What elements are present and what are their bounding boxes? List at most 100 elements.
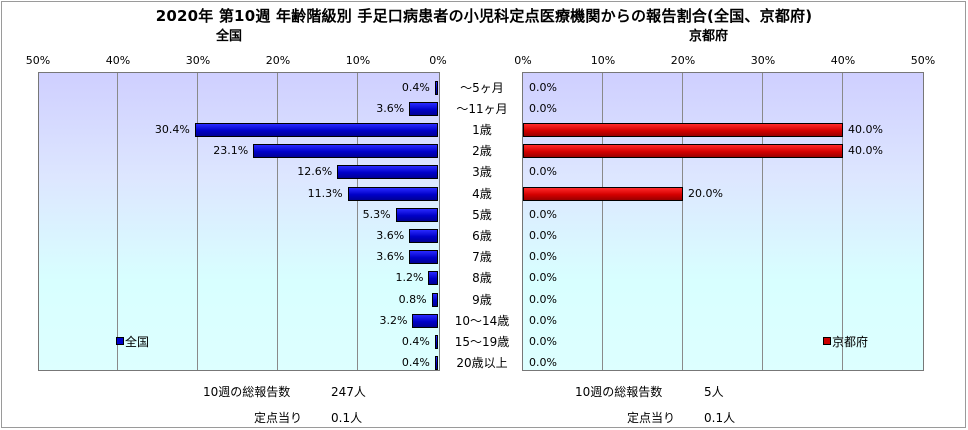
data-label-zenkoku: 11.3% [307,186,343,200]
data-label-zenkoku: 3.6% [376,250,405,264]
bar-zenkoku [431,292,438,307]
data-label-kyoto: 0.0% [529,271,557,285]
category-label: 1歳 [472,122,492,137]
legend-swatch-kyoto [823,337,831,345]
data-label-kyoto: 0.0% [529,356,557,370]
data-label-zenkoku: 3.2% [379,313,408,327]
gridline-kyoto [682,73,683,370]
bar-zenkoku [434,80,438,95]
data-label-kyoto: 0.0% [529,101,557,115]
legend-zenkoku: 全国 [116,335,149,349]
panel-title-zenkoku: 全国 [216,29,243,44]
legend-kyoto: 京都府 [823,335,868,349]
data-label-zenkoku: 0.4% [401,356,430,370]
tick-label-zenkoku: 30% [185,54,211,67]
panel-title-kyoto: 京都府 [689,29,729,44]
bar-zenkoku [409,101,438,116]
data-label-kyoto: 0.0% [529,165,557,179]
category-label: 20歳以上 [456,356,508,371]
data-label-zenkoku: 0.4% [401,334,430,348]
tick-label-zenkoku: 10% [345,54,371,67]
total-reports-label-kyoto: 10週の総報告数 [575,385,663,399]
total-reports-value-kyoto: 5人 [704,385,724,399]
data-label-kyoto: 0.0% [529,207,557,221]
data-label-kyoto: 0.0% [529,80,557,94]
legend-label-kyoto: 京都府 [832,335,869,349]
legend-label-zenkoku: 全国 [125,335,150,349]
category-label: 15～19歳 [454,334,510,349]
data-label-zenkoku: 3.6% [376,101,405,115]
tick-label-kyoto: 0% [514,54,532,67]
gridline-zenkoku [117,73,118,370]
plot-area-kyoto [522,72,924,371]
tick-label-zenkoku: 20% [265,54,291,67]
gridline-kyoto [762,73,763,370]
per-point-label-kyoto: 定点当り [627,411,676,425]
data-label-kyoto: 0.0% [529,228,557,242]
bar-zenkoku [434,334,438,349]
category-label: 10～14歳 [454,313,510,328]
gridline-kyoto [842,73,843,370]
bar-zenkoku [434,356,438,371]
bar-zenkoku [412,313,438,328]
per-point-label-zenkoku: 定点当り [254,411,303,425]
data-label-zenkoku: 1.2% [395,271,424,285]
bar-zenkoku [409,228,438,243]
data-label-kyoto: 0.0% [529,292,557,306]
bar-zenkoku [253,144,438,159]
data-label-kyoto: 0.0% [529,313,557,327]
data-label-zenkoku: 0.8% [398,292,427,306]
tick-label-kyoto: 20% [670,54,696,67]
category-label: 3歳 [472,165,492,180]
per-point-value-kyoto: 0.1人 [704,411,736,425]
data-label-zenkoku: 5.3% [362,207,391,221]
data-label-zenkoku: 23.1% [213,144,249,158]
total-reports-value-zenkoku: 247人 [331,385,366,399]
bar-zenkoku [409,250,438,265]
per-point-value-zenkoku: 0.1人 [331,411,363,425]
bar-zenkoku [337,165,438,180]
plot-area-zenkoku [38,72,440,371]
tick-label-kyoto: 30% [750,54,776,67]
gridline-zenkoku [197,73,198,370]
tick-label-zenkoku: 0% [429,54,447,67]
bar-zenkoku [428,271,438,286]
category-label: ～5ヶ月 [460,80,504,95]
bar-kyoto [523,144,843,159]
data-label-zenkoku: 30.4% [154,122,190,136]
category-label: ～11ヶ月 [456,101,508,116]
gridline-zenkoku [277,73,278,370]
gridline-zenkoku [357,73,358,370]
data-label-zenkoku: 3.6% [376,228,405,242]
tick-label-zenkoku: 40% [105,54,131,67]
bar-zenkoku [347,186,438,201]
chart-title: 2020年 第10週 年齢階級別 手足口病患者の小児科定点医療機関からの報告割合… [155,7,813,25]
category-label: 6歳 [472,228,492,243]
bar-zenkoku [194,122,438,137]
bar-kyoto [523,122,843,137]
category-label: 7歳 [472,250,492,265]
tick-label-kyoto: 10% [590,54,616,67]
data-label-kyoto: 40.0% [848,144,883,158]
category-label: 4歳 [472,186,492,201]
bar-zenkoku [395,207,438,222]
category-label: 2歳 [472,144,492,159]
gridline-kyoto [602,73,603,370]
tick-label-kyoto: 50% [910,54,936,67]
data-label-kyoto: 20.0% [688,186,723,200]
data-label-kyoto: 0.0% [529,334,557,348]
bar-kyoto [523,186,683,201]
category-label: 9歳 [472,292,492,307]
tick-label-kyoto: 40% [830,54,856,67]
legend-swatch-zenkoku [116,337,124,345]
data-label-zenkoku: 0.4% [401,80,430,94]
data-label-zenkoku: 12.6% [297,165,333,179]
data-label-kyoto: 40.0% [848,122,883,136]
category-label: 8歳 [472,271,492,286]
tick-label-zenkoku: 50% [25,54,51,67]
category-label: 5歳 [472,207,492,222]
data-label-kyoto: 0.0% [529,250,557,264]
total-reports-label-zenkoku: 10週の総報告数 [203,385,291,399]
